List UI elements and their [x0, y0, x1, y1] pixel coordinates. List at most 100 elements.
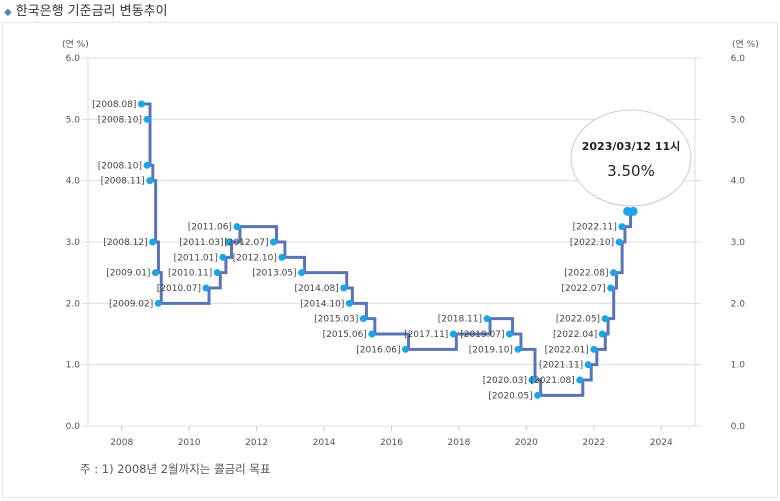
data-point	[618, 223, 626, 231]
point-label: [2008.12]	[103, 238, 147, 248]
data-point	[506, 330, 514, 338]
point-label: [2009.02]	[109, 299, 153, 309]
y-tick-left: 2.0	[66, 299, 81, 309]
data-point	[628, 206, 638, 216]
point-label: [2019.07]	[460, 330, 504, 340]
y-tick-left: 4.0	[66, 177, 81, 187]
data-point	[143, 115, 151, 123]
point-label: [2014.08]	[294, 284, 338, 294]
point-label: [2018.11]	[438, 315, 482, 325]
x-tick-label: 2022	[582, 438, 605, 448]
data-point	[449, 330, 457, 338]
data-point	[359, 315, 367, 323]
point-label: [2020.03]	[483, 376, 527, 386]
point-label: [2010.11]	[168, 269, 212, 279]
point-label: [2008.10]	[98, 161, 142, 171]
x-tick-label: 2008	[110, 438, 133, 448]
footnote: 주 : 1) 2008년 2월까지는 콜금리 목표	[80, 462, 271, 476]
data-point	[483, 315, 491, 323]
point-label: [2015.03]	[314, 315, 358, 325]
data-point	[598, 330, 606, 338]
point-label: [2022.05]	[556, 315, 600, 325]
data-point	[534, 391, 542, 399]
point-label: [2010.07]	[157, 284, 201, 294]
data-point	[137, 100, 145, 108]
data-point	[202, 284, 210, 292]
x-tick-label: 2020	[515, 438, 538, 448]
data-point	[368, 330, 376, 338]
data-point	[146, 177, 154, 185]
data-point	[610, 269, 618, 277]
point-label: [2012.10]	[233, 253, 277, 263]
diamond-bullet-icon: ◆	[4, 7, 12, 18]
y-tick-right: 2.0	[731, 299, 746, 309]
point-label: [2021.11]	[539, 361, 583, 371]
data-point	[345, 299, 353, 307]
data-point	[269, 238, 277, 246]
point-label: [2021.08]	[531, 376, 575, 386]
data-point	[576, 376, 584, 384]
data-point	[143, 161, 151, 169]
y-tick-right: 4.0	[731, 177, 746, 187]
y-tick-left: 0.0	[66, 422, 81, 432]
y-tick-right: 3.0	[731, 238, 746, 248]
point-label: [2011.06]	[188, 223, 232, 233]
point-label: [2009.01]	[106, 269, 150, 279]
data-point	[514, 345, 522, 353]
point-label: [2012.07]	[224, 238, 268, 248]
point-label: [2022.07]	[561, 284, 605, 294]
y-tick-right: 0.0	[731, 422, 746, 432]
page-title: ◆ 한국은행 기준금리 변동추이	[4, 0, 168, 19]
x-tick-label: 2012	[245, 438, 268, 448]
data-point	[233, 223, 241, 231]
data-point	[213, 269, 221, 277]
point-label: [2016.06]	[356, 345, 400, 355]
data-point	[149, 238, 157, 246]
point-label: [2022.11]	[573, 223, 617, 233]
point-label: [2022.04]	[553, 330, 597, 340]
axes: 0.0 0.0 1.0 1.0 2.0 2.0 3.0 3.0 4.0 4.0 5.0 5.0 6.0 6…	[66, 54, 746, 448]
y-axis-label-left: (연 %)	[62, 39, 89, 50]
point-label: [2022.01]	[545, 345, 589, 355]
data-point	[528, 376, 536, 384]
y-tick-left: 5.0	[66, 115, 81, 125]
data-point	[298, 269, 306, 277]
data-point	[590, 345, 598, 353]
data-point	[402, 345, 410, 353]
point-label: [2008.10]	[98, 115, 142, 125]
data-point	[584, 361, 592, 369]
y-axis-label-right: (연 %)	[732, 39, 759, 50]
point-label: [2014.10]	[300, 299, 344, 309]
data-point	[225, 238, 233, 246]
data-point	[219, 253, 227, 261]
point-label: [2013.05]	[252, 269, 296, 279]
points: [2008.08] [2008.10] [2008.10] [2008.11] [200…	[92, 100, 638, 401]
point-label: [2008.08]	[92, 100, 136, 110]
chart-panel	[2, 22, 778, 498]
data-point	[154, 299, 162, 307]
x-tick-label: 2018	[447, 438, 470, 448]
tooltip-bubble	[570, 109, 692, 207]
data-point	[151, 269, 159, 277]
data-point	[278, 253, 286, 261]
title-text: 한국은행 기준금리 변동추이	[15, 4, 168, 19]
point-label: [2022.10]	[570, 238, 614, 248]
data-point	[601, 315, 609, 323]
y-tick-left: 6.0	[66, 54, 81, 64]
point-label: [2008.11]	[101, 177, 145, 187]
data-point	[607, 284, 615, 292]
point-label: [2017.11]	[404, 330, 448, 340]
data-point	[615, 238, 623, 246]
x-tick-label: 2010	[178, 438, 201, 448]
tooltip: 2023/03/12 11시 3.50%	[570, 109, 692, 207]
point-label: [2022.08]	[564, 269, 608, 279]
y-tick-left: 3.0	[66, 238, 81, 248]
tooltip-date: 2023/03/12 11시	[582, 140, 681, 153]
y-tick-right: 6.0	[731, 54, 746, 64]
x-tick-label: 2024	[650, 438, 673, 448]
tooltip-value: 3.50%	[607, 162, 655, 180]
x-tick-label: 2014	[313, 438, 336, 448]
x-tick-label: 2016	[380, 438, 403, 448]
y-tick-right: 1.0	[731, 361, 746, 371]
